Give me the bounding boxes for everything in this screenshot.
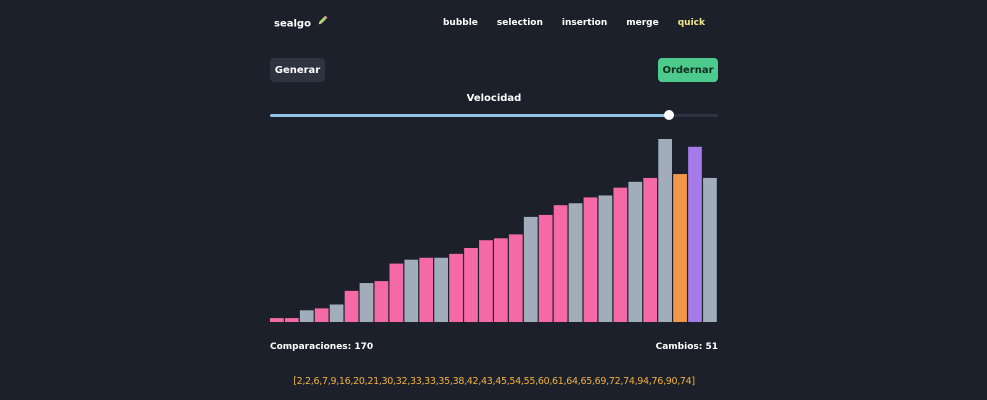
bar-20 <box>568 203 583 322</box>
brand[interactable]: sealgo <box>274 15 328 33</box>
bar-29 <box>703 177 717 322</box>
bar-6 <box>359 283 374 322</box>
speed-slider[interactable] <box>270 110 718 120</box>
bar-0 <box>270 318 284 322</box>
nav-quick[interactable]: quick <box>677 18 705 28</box>
nav-merge[interactable]: merge <box>626 18 659 28</box>
bar-2 <box>299 310 314 322</box>
stats-row: Comparaciones: 170 Cambios: 51 <box>270 342 718 356</box>
sorting-visualizer: sealgo bubble selection insertion merge … <box>270 0 718 400</box>
bar-14 <box>479 240 493 322</box>
array-values-text: [2,2,6,7,9,16,20,21,30,32,33,33,35,38,42… <box>293 376 695 387</box>
bar-9 <box>404 259 419 322</box>
bar-28 <box>688 146 702 322</box>
bar-11 <box>434 257 448 322</box>
bar-25 <box>643 177 658 322</box>
bar-15 <box>494 238 508 322</box>
bar-13 <box>464 248 478 322</box>
speed-label: Velocidad <box>466 93 522 104</box>
nav-bubble[interactable]: bubble <box>442 18 478 28</box>
bar-16 <box>508 234 523 322</box>
bar-1 <box>284 318 299 322</box>
bar-27 <box>673 174 687 322</box>
bar-24 <box>628 181 643 322</box>
bar-7 <box>374 281 389 322</box>
bar-22 <box>598 195 613 322</box>
array-bar-chart <box>270 139 717 322</box>
bar-3 <box>314 308 329 322</box>
nav-insertion[interactable]: insertion <box>561 18 608 28</box>
slider-fill <box>270 114 669 117</box>
brand-name: sealgo <box>274 18 311 30</box>
bar-17 <box>523 216 538 322</box>
bar-18 <box>538 214 553 322</box>
bar-19 <box>553 205 568 322</box>
bar-12 <box>449 253 463 322</box>
bar-5 <box>344 290 359 322</box>
algorithm-nav: bubble selection insertion merge quick <box>424 15 705 31</box>
slider-thumb[interactable] <box>663 110 674 120</box>
top-navigation: sealgo bubble selection insertion merge … <box>270 15 718 31</box>
bar-8 <box>389 263 404 322</box>
sort-button[interactable]: Ordernar <box>658 58 718 82</box>
swaps-count: Cambios: 51 <box>655 342 718 352</box>
bar-4 <box>329 304 344 322</box>
bar-21 <box>583 197 598 322</box>
bar-26 <box>658 139 672 322</box>
comparisons-count: Comparaciones: 170 <box>270 342 374 352</box>
nav-selection[interactable]: selection <box>496 18 543 28</box>
bar-10 <box>419 257 434 322</box>
pencil-icon <box>317 15 328 32</box>
generate-button[interactable]: Generar <box>270 58 325 82</box>
bar-23 <box>613 187 628 322</box>
